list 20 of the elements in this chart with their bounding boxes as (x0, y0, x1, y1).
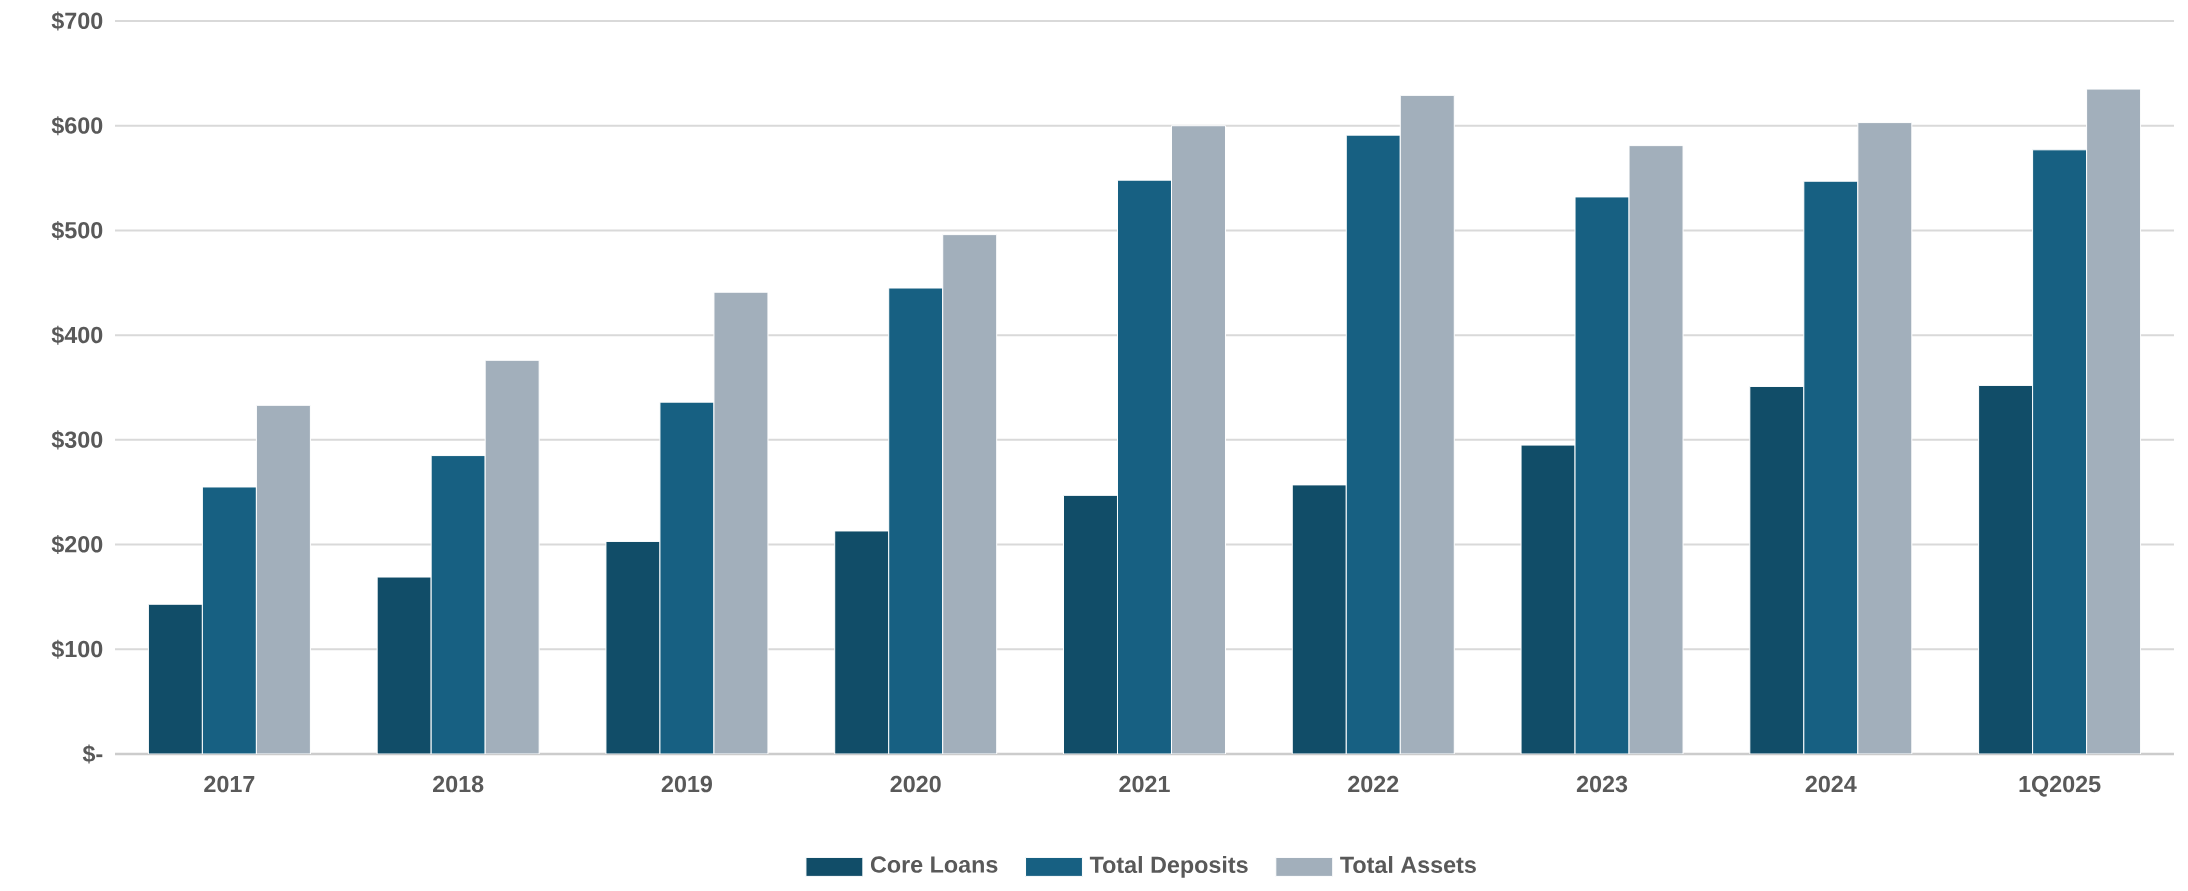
y-tick-label: $300 (51, 430, 103, 450)
x-tick-label: 2024 (1805, 775, 1857, 793)
legend-label: Total Assets (1340, 855, 1476, 873)
y-tick-label: $400 (51, 325, 103, 345)
x-tick-label: 2018 (433, 775, 484, 793)
y-tick-label: $200 (51, 534, 103, 554)
x-tick-label: 2020 (890, 775, 941, 793)
x-tick-label: 1Q2025 (2019, 775, 2101, 797)
x-tick-label: 2021 (1119, 775, 1170, 793)
x-tick-label: 2019 (661, 775, 712, 793)
x-tick-label: 2017 (204, 775, 255, 793)
legend-label: Total Deposits (1089, 855, 1248, 878)
y-tick-label: $100 (51, 639, 103, 659)
y-tick-label: $- (82, 744, 103, 764)
x-tick-label: 2022 (1348, 775, 1399, 793)
x-tick-label: 2023 (1576, 775, 1628, 793)
y-tick-label: $500 (51, 220, 103, 240)
y-tick-label: $600 (51, 116, 103, 136)
legend-label: Core Loans (870, 856, 998, 873)
y-tick-label: $700 (51, 11, 103, 31)
